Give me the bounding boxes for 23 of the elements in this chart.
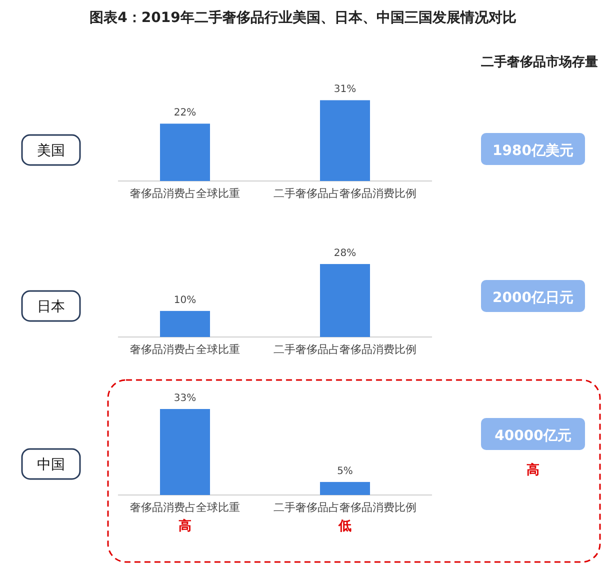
- x-tick-label: 二手奢侈品占奢侈品消费比例: [274, 501, 416, 514]
- text: 高: [178, 518, 192, 534]
- text: 二手奢侈品市场存量: [481, 54, 598, 70]
- text: 1980亿美元: [492, 142, 574, 159]
- data-label: 5%: [337, 466, 353, 477]
- x-tick-label: 二手奢侈品占奢侈品消费比例: [274, 187, 416, 200]
- y-axis-title: 美国: [37, 143, 65, 159]
- y-axis-title: 中国: [37, 457, 65, 473]
- x-tick-label: 奢侈品消费占全球比重: [130, 187, 240, 200]
- data-label: 33%: [174, 393, 196, 404]
- data-label: 10%: [174, 294, 196, 306]
- text: 低: [338, 519, 352, 534]
- data-label: 22%: [174, 108, 196, 119]
- data-label: 28%: [334, 248, 356, 260]
- x-tick-label: 奢侈品消费占全球比重: [130, 501, 240, 514]
- text: 2000亿日元: [492, 290, 574, 306]
- chart-title: 图表4：2019年二手奢侈品行业美国、日本、中国三国发展情况对比: [90, 9, 516, 26]
- y-axis-title: 日本: [37, 299, 65, 315]
- text: 40000亿元: [494, 428, 572, 444]
- data-label: 31%: [334, 84, 356, 96]
- x-tick-label: 奢侈品消费占全球比重: [130, 343, 240, 356]
- x-tick-label: 二手奢侈品占奢侈品消费比例: [274, 343, 416, 356]
- text: 高: [526, 462, 540, 478]
